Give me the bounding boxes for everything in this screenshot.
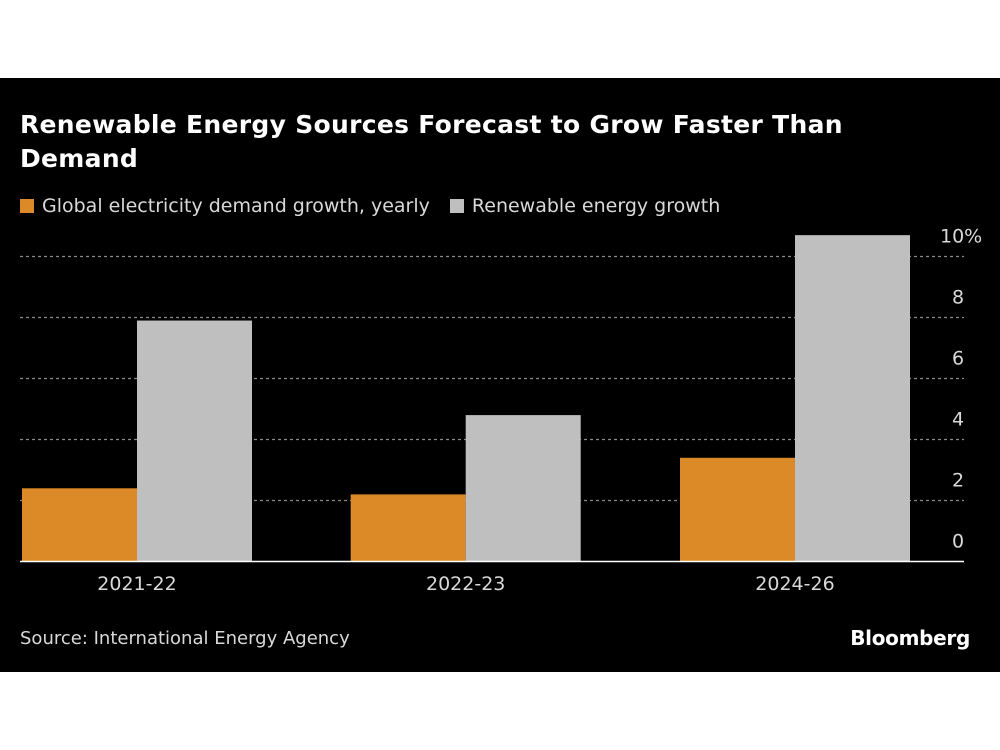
y-tick-label: 0 xyxy=(952,531,964,553)
bloomberg-logo: Bloomberg xyxy=(850,626,970,650)
y-tick-label: 2 xyxy=(952,470,964,492)
bar-renewable-2024-26 xyxy=(795,235,910,562)
legend-item-renewable: Renewable energy growth xyxy=(449,195,721,217)
y-tick-label: 10% xyxy=(940,226,982,248)
chart-title: Renewable Energy Sources Forecast to Gro… xyxy=(20,110,843,173)
y-tick-label: 6 xyxy=(952,348,964,370)
legend-swatch-demand xyxy=(20,199,34,213)
x-tick-label: 2024-26 xyxy=(755,573,834,595)
source-note: Source: International Energy Agency xyxy=(20,628,350,649)
legend-swatch-renewable xyxy=(449,199,464,213)
bar-demand-2022-23 xyxy=(350,494,466,562)
bar-renewable-2021-22 xyxy=(137,320,252,562)
bar-demand-2021-22 xyxy=(22,488,137,562)
legend: Global electricity demand growth, yearly… xyxy=(20,195,740,217)
x-tick-label: 2022-23 xyxy=(426,573,505,595)
legend-item-demand: Global electricity demand growth, yearly xyxy=(20,195,430,217)
y-tick-label: 8 xyxy=(952,287,964,309)
bar-demand-2024-26 xyxy=(680,457,795,562)
x-tick-label: 2021-22 xyxy=(97,573,176,595)
legend-label-renewable: Renewable energy growth xyxy=(471,195,721,217)
legend-label-demand: Global electricity demand growth, yearly xyxy=(42,195,430,217)
y-tick-label: 4 xyxy=(952,409,964,431)
bar-renewable-2022-23 xyxy=(465,415,581,562)
